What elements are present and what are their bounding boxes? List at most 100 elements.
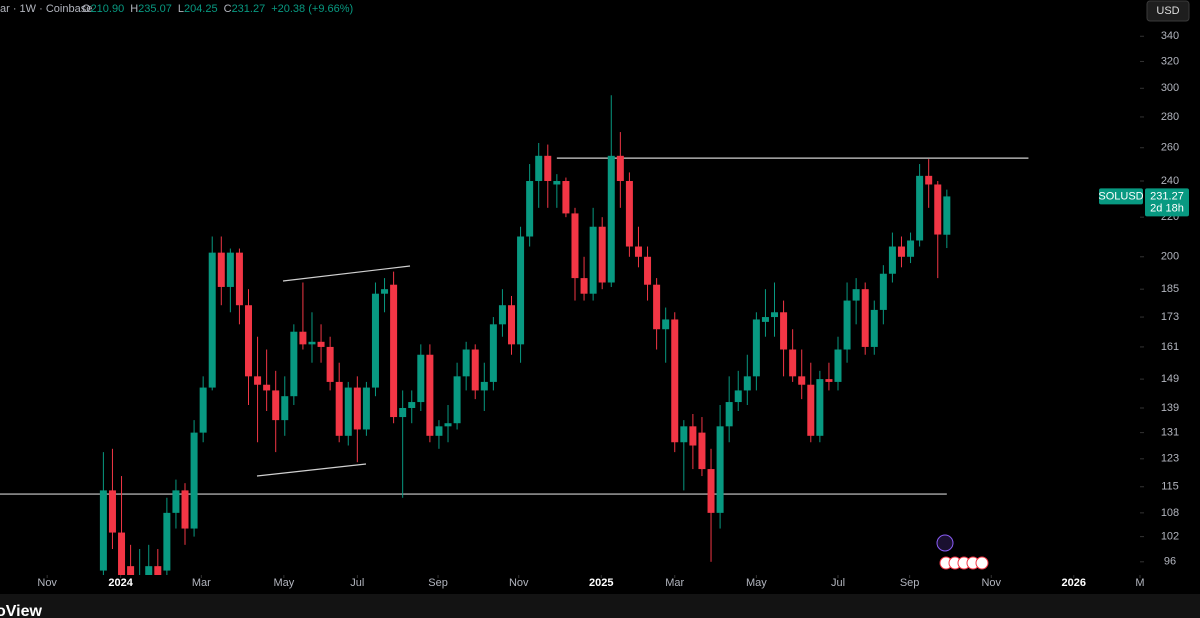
candle-body: [934, 184, 942, 235]
candle-body: [272, 390, 280, 421]
candle-body: [217, 252, 225, 287]
candle-body: [598, 226, 606, 283]
legend-value: 204.25: [184, 3, 218, 15]
candle-body: [371, 293, 379, 388]
currency[interactable]: USD: [1156, 5, 1179, 17]
candle-body: [127, 566, 135, 575]
candle-body: [771, 312, 779, 318]
x-tick-label: Sep: [428, 577, 448, 589]
candle-body: [263, 384, 271, 391]
candle-body: [508, 305, 516, 345]
candle-body: [344, 387, 352, 436]
legend-change: +20.38 (+9.66%): [271, 3, 353, 15]
candle-body: [108, 490, 116, 533]
candle-body: [199, 387, 207, 433]
candle-body: [888, 246, 896, 274]
price-tag: 231.27: [1150, 190, 1184, 202]
legend-value: 235.07: [138, 3, 172, 15]
candle-body: [462, 349, 470, 377]
legend-value: 210.90: [91, 3, 125, 15]
y-tick-label: 240: [1161, 175, 1179, 187]
candle-body: [752, 319, 760, 377]
candle-body: [172, 490, 180, 513]
candle-body: [625, 181, 633, 247]
flag-icons: [939, 556, 989, 570]
x-tick-label: M: [1135, 577, 1144, 589]
candle-body: [897, 246, 905, 257]
candle-body: [353, 387, 361, 430]
candle-body: [308, 341, 316, 345]
candle-body: [235, 252, 243, 306]
x-tick-label: Mar: [192, 577, 211, 589]
candle-body: [644, 256, 652, 285]
x-tick-label: Nov: [981, 577, 1001, 589]
candle-body: [843, 300, 851, 350]
y-tick-label: 131: [1161, 427, 1179, 439]
candle-body: [689, 426, 697, 446]
candle-body: [489, 324, 497, 382]
candle-body: [99, 490, 107, 571]
x-tick-label: Mar: [665, 577, 684, 589]
x-tick-label: Nov: [509, 577, 529, 589]
candle-body: [181, 490, 189, 529]
x-tick-label: May: [273, 577, 294, 589]
candle-body: [362, 387, 370, 430]
candle-body: [118, 532, 126, 575]
candle-body: [399, 407, 407, 418]
y-tick-label: 102: [1161, 531, 1179, 543]
y-tick-label: 340: [1161, 30, 1179, 42]
y-tick-label: 161: [1161, 341, 1179, 353]
candle-body: [145, 566, 153, 575]
candle-body: [526, 181, 534, 237]
candle-body: [517, 236, 525, 345]
candle-body: [390, 284, 398, 418]
candle-body: [535, 155, 543, 182]
event-icon[interactable]: [936, 534, 954, 552]
plot-area: [0, 95, 1029, 575]
x-tick-label: Jul: [831, 577, 845, 589]
candle-body: [444, 423, 452, 427]
candle-body: [208, 252, 216, 388]
y-tick-label: 320: [1161, 55, 1179, 67]
candle-body: [816, 379, 824, 436]
candle-body: [281, 396, 289, 421]
candle-body: [326, 346, 334, 382]
watermark: oView: [0, 603, 43, 618]
candle-body: [580, 278, 588, 294]
y-tick-label: 280: [1161, 111, 1179, 123]
legend-label: O: [82, 3, 91, 15]
candle-body: [317, 341, 325, 347]
candle-body: [761, 317, 769, 322]
candle-body: [716, 426, 724, 513]
symbol: ar · 1W · Coinbase: [0, 3, 92, 15]
legend-label: H: [130, 3, 138, 15]
candle-body: [453, 376, 461, 424]
y-tick-label: 115: [1161, 481, 1179, 493]
candle-body: [154, 566, 162, 575]
legend-value: 231.27: [232, 3, 266, 15]
candle-body: [725, 402, 733, 427]
candle-body: [408, 402, 416, 408]
y-tick-label: 173: [1161, 311, 1179, 323]
x-tick-label: 2025: [589, 577, 613, 589]
x-tick-label: 2024: [108, 577, 133, 589]
candle-body: [925, 175, 933, 185]
footer-bar: [0, 594, 1200, 618]
candle-body: [498, 305, 506, 325]
candle-body: [417, 354, 425, 403]
candle-body: [907, 240, 915, 257]
candle-body: [825, 379, 833, 382]
x-tick-label: 2026: [1062, 577, 1086, 589]
x-tick-label: Nov: [37, 577, 57, 589]
countdown: 2d 18h: [1150, 202, 1184, 214]
candle-body: [662, 319, 670, 330]
y-tick-label: 200: [1161, 251, 1179, 263]
x-tick-label: May: [746, 577, 767, 589]
y-tick-label: 123: [1161, 453, 1179, 465]
currency-button[interactable]: [1146, 0, 1190, 22]
candle-body: [680, 426, 688, 443]
trend-line: [282, 265, 411, 282]
y-tick-label: 260: [1161, 142, 1179, 154]
